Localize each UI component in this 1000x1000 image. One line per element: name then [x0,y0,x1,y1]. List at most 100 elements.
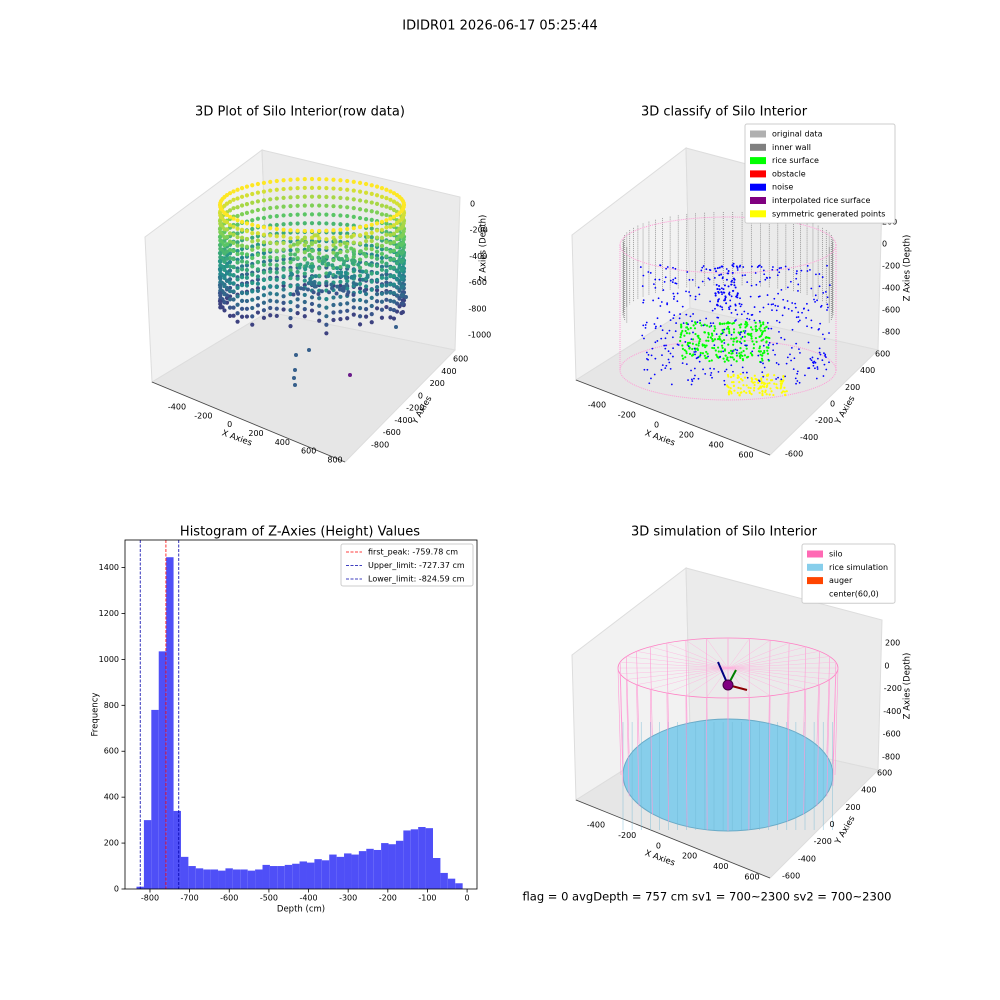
axis-label: Z Axies (Depth) [903,235,913,302]
point [729,299,732,302]
point [746,344,748,347]
point [748,390,751,393]
point [261,285,267,290]
point [740,342,743,345]
point [363,246,369,251]
point [391,223,397,228]
point [367,262,372,267]
point [714,292,717,295]
point [369,183,374,188]
legend-label: original data [772,130,823,139]
point [281,230,286,236]
point [728,330,731,333]
point [761,371,764,374]
point [324,203,329,208]
point [714,327,717,330]
point [722,288,725,291]
point [391,207,397,213]
legend-swatch [750,183,766,191]
point [666,303,669,306]
point [379,243,385,248]
point [324,212,329,217]
point [369,255,374,260]
point [720,265,723,268]
point [707,336,710,339]
point [317,221,322,226]
point [321,255,326,260]
point [717,316,720,319]
point [654,357,657,360]
point [345,187,350,192]
point [807,309,810,312]
silo-wall [826,656,830,754]
point [744,326,747,329]
point [816,299,818,302]
y-axis-label: Frequency [91,693,101,737]
point [374,299,380,304]
point [681,362,684,365]
point [295,304,300,309]
point [294,353,298,357]
legend-label: noise [772,183,793,192]
point [727,270,730,273]
point [718,288,721,291]
point [250,239,255,244]
suptitle: IDIDR01 2026-06-17 05:25:44 [402,19,597,34]
point [281,294,286,299]
point [713,338,717,341]
bar [203,869,211,889]
point [379,283,385,288]
point [766,322,769,324]
point [274,214,279,219]
point [797,316,800,318]
point [281,257,286,262]
point [729,376,733,379]
point [401,229,406,234]
y-tick-label: 600 [104,747,119,756]
point [374,235,380,240]
bar [232,869,241,889]
point [288,308,293,313]
point [391,214,397,219]
point [693,347,696,350]
point [374,210,380,215]
legend-swatch [807,590,823,598]
point [231,248,236,254]
silo-roof [727,667,806,690]
point [772,343,775,346]
point [783,386,786,389]
point [641,334,644,337]
point [379,227,385,232]
point [775,386,778,389]
point [732,340,735,343]
point [255,245,261,250]
x-tick-label: -700 [181,894,199,903]
point [297,240,302,245]
point [250,222,255,227]
point [295,177,300,182]
point [713,276,716,279]
point [399,285,404,290]
point [384,297,389,302]
point [227,289,233,294]
silo-wall [666,643,669,729]
point [642,299,645,302]
point [707,277,710,280]
point [388,307,393,312]
point [759,280,761,283]
point [797,311,800,314]
point [391,274,397,279]
point [688,341,691,344]
point [250,280,255,286]
bar [240,869,248,889]
point [239,255,245,260]
point [784,375,787,378]
point [768,393,771,396]
point [288,244,293,249]
point [806,270,809,272]
point [685,350,688,353]
bar [225,868,233,889]
point [268,258,273,263]
silo-roof [727,667,836,675]
silo-wall [768,695,771,827]
